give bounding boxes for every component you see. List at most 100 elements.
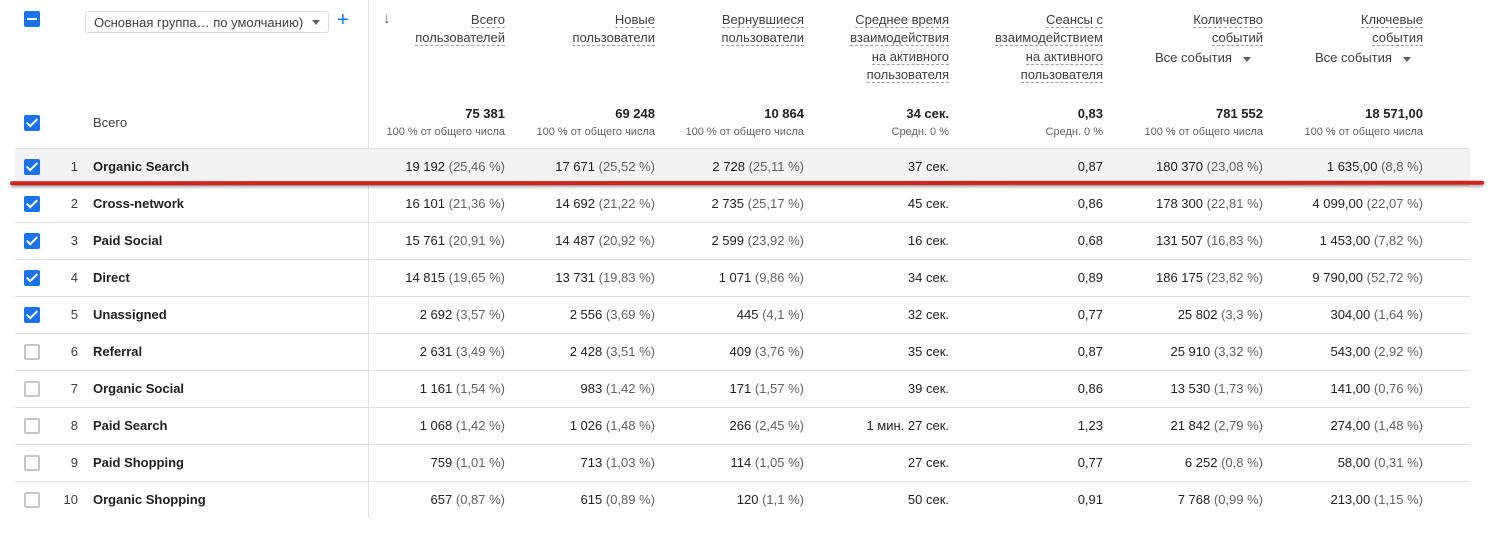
cell-new_users: 2 556 (3,69 %) bbox=[505, 307, 655, 322]
row-checkbox[interactable] bbox=[24, 344, 40, 360]
cell-total_users: 2 631 (3,49 %) bbox=[355, 344, 505, 359]
event-filter-label: Все события bbox=[1315, 50, 1392, 65]
column-header-key_events[interactable]: Ключевые события bbox=[1273, 11, 1423, 48]
select-all-checkbox[interactable] bbox=[24, 11, 40, 27]
cell-value: 14 815 bbox=[405, 270, 445, 285]
cell-total_users: 1 161 (1,54 %) bbox=[355, 381, 505, 396]
chevron-down-icon bbox=[1403, 57, 1411, 62]
table-row[interactable] bbox=[15, 148, 1470, 185]
table-row[interactable] bbox=[15, 185, 1470, 222]
dimension-select[interactable]: Основная группа… по умолчанию) bbox=[85, 11, 329, 33]
totals-checkbox[interactable] bbox=[24, 115, 40, 131]
row-checkbox[interactable] bbox=[24, 270, 40, 286]
cell-returning_users: 114 (1,05 %) bbox=[654, 455, 805, 470]
event-filter-label: Все события bbox=[1155, 50, 1232, 65]
cell-key_events: 274,00 (1,48 %) bbox=[1273, 418, 1423, 433]
cell-percent: (1,42 %) bbox=[605, 381, 655, 396]
column-header-text: Количество bbox=[1193, 12, 1263, 28]
row-channel-name[interactable]: Paid Search bbox=[93, 418, 168, 433]
column-header-text: взаимодействия bbox=[850, 30, 949, 47]
cell-avg_engagement: 35 сек. bbox=[799, 344, 949, 359]
cell-avg_engagement: 32 сек. bbox=[799, 307, 949, 322]
cell-percent: (4,1 %) bbox=[762, 307, 804, 322]
cell-value: 120 bbox=[736, 492, 759, 507]
cell-new_users: 713 (1,03 %) bbox=[505, 455, 655, 470]
row-channel-name[interactable]: Organic Search bbox=[93, 159, 190, 174]
total-subtext: 100 % от общего числа bbox=[1144, 126, 1263, 138]
cell-percent: (1,64 %) bbox=[1373, 307, 1423, 322]
row-channel-name[interactable]: Direct bbox=[93, 270, 130, 285]
event-filter-select[interactable]: Все события bbox=[1155, 50, 1251, 65]
total-value: 18 571,00 bbox=[1365, 106, 1423, 121]
row-checkbox[interactable] bbox=[24, 381, 40, 397]
cell-value: 7 768 bbox=[1177, 492, 1211, 507]
table-row[interactable] bbox=[15, 444, 1470, 481]
row-checkbox[interactable] bbox=[24, 455, 40, 471]
column-header-event_count[interactable]: Количество событий bbox=[1113, 11, 1263, 48]
column-header-engaged_sessions[interactable]: Сеансы с взаимодействием на активного польз… bbox=[953, 11, 1103, 84]
column-header-avg_engagement[interactable]: Среднее время взаимодействия на активного п… bbox=[799, 11, 949, 84]
column-header-text: Среднее время bbox=[855, 12, 949, 28]
add-dimension-button[interactable]: + bbox=[337, 9, 349, 31]
column-header-total_users[interactable]: Всего пользователей bbox=[355, 11, 505, 48]
sort-desc-icon[interactable]: ↓ bbox=[383, 10, 391, 27]
row-checkbox[interactable] bbox=[24, 492, 40, 508]
column-header-returning_users[interactable]: Вернувшиеся пользователи bbox=[654, 11, 804, 48]
table-row[interactable] bbox=[15, 259, 1470, 296]
total-value: 0,83 bbox=[1077, 106, 1103, 121]
row-channel-name[interactable]: Paid Shopping bbox=[93, 455, 184, 470]
cell-percent: (21,36 %) bbox=[448, 196, 505, 211]
column-header-new_users[interactable]: Новые пользователи bbox=[505, 11, 655, 48]
cell-value: 1 068 bbox=[419, 418, 453, 433]
cell-percent: (52,72 %) bbox=[1366, 270, 1423, 285]
row-channel-name[interactable]: Referral bbox=[93, 344, 143, 359]
table-row[interactable] bbox=[15, 222, 1470, 259]
row-channel-name[interactable]: Unassigned bbox=[93, 307, 167, 322]
cell-returning_users: 2 728 (25,11 %) bbox=[654, 159, 804, 174]
table-row[interactable] bbox=[15, 481, 1470, 518]
table-row[interactable] bbox=[15, 333, 1470, 370]
table-row[interactable] bbox=[15, 296, 1470, 333]
cell-total_users: 14 815 (19,65 %) bbox=[355, 270, 505, 285]
table-row[interactable] bbox=[15, 407, 1470, 444]
cell-event_count: 178 300 (22,81 %) bbox=[1113, 196, 1263, 211]
cell-avg_engagement: 45 сек. bbox=[799, 196, 949, 211]
cell-percent: (23,82 %) bbox=[1206, 270, 1263, 285]
row-channel-name[interactable]: Organic Social bbox=[93, 381, 185, 396]
cell-value: 2 728 bbox=[712, 159, 745, 174]
cell-total_users: 2 692 (3,57 %) bbox=[355, 307, 505, 322]
cell-value: 2 428 bbox=[569, 344, 603, 359]
cell-value: 713 bbox=[580, 455, 603, 470]
row-number: 10 bbox=[63, 492, 78, 507]
row-channel-name[interactable]: Cross-network bbox=[93, 196, 185, 211]
table-row[interactable] bbox=[15, 370, 1470, 407]
total-subtext: Средн. 0 % bbox=[891, 126, 950, 138]
row-checkbox[interactable] bbox=[24, 159, 40, 175]
cell-returning_users: 171 (1,57 %) bbox=[654, 381, 804, 396]
row-checkbox[interactable] bbox=[24, 233, 40, 249]
row-channel-name[interactable]: Paid Social bbox=[93, 233, 163, 248]
cell-value: 0,86 bbox=[1077, 196, 1103, 211]
row-checkbox[interactable] bbox=[24, 196, 40, 212]
cell-percent: (0,99 %) bbox=[1213, 492, 1263, 507]
total-value: 781 552 bbox=[1216, 106, 1263, 121]
cell-value: 0,89 bbox=[1077, 270, 1103, 285]
cell-percent: (0,8 %) bbox=[1221, 455, 1263, 470]
cell-total_users: 657 (0,87 %) bbox=[355, 492, 505, 507]
cell-avg_engagement: 1 мин. 27 сек. bbox=[799, 418, 949, 433]
cell-percent: (1,57 %) bbox=[754, 381, 804, 396]
cell-percent: (21,22 %) bbox=[598, 196, 655, 211]
row-channel-name[interactable]: Organic Shopping bbox=[93, 492, 206, 507]
cell-value: 14 692 bbox=[555, 196, 595, 211]
cell-value: 186 175 bbox=[1156, 270, 1203, 285]
cell-percent: (3,3 %) bbox=[1221, 307, 1263, 322]
row-checkbox[interactable] bbox=[24, 418, 40, 434]
event-filter-select[interactable]: Все события bbox=[1315, 50, 1411, 65]
cell-avg_engagement: 16 сек. bbox=[799, 233, 949, 248]
cell-new_users: 13 731 (19,83 %) bbox=[505, 270, 655, 285]
cell-returning_users: 445 (4,1 %) bbox=[654, 307, 804, 322]
row-number: 8 bbox=[70, 418, 78, 433]
cell-value: 0,91 bbox=[1077, 492, 1103, 507]
row-checkbox[interactable] bbox=[24, 307, 40, 323]
cell-percent: (1,54 %) bbox=[455, 381, 505, 396]
